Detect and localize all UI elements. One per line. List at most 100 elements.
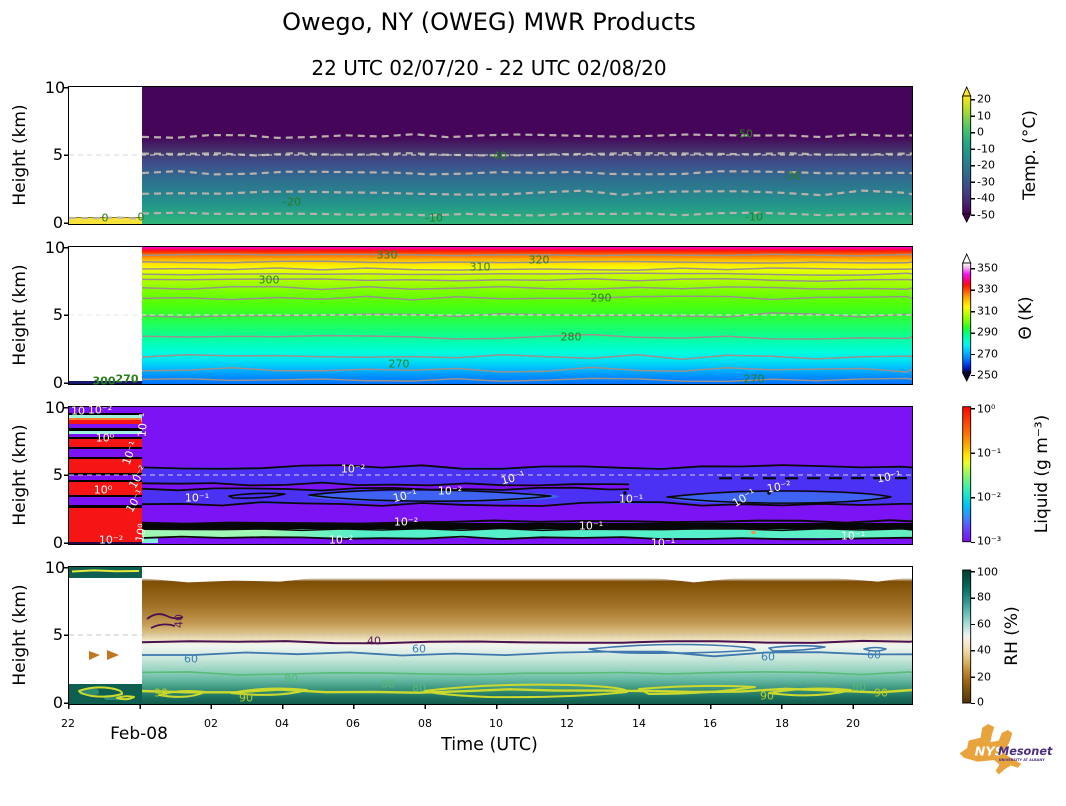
contour-label: 280: [560, 330, 582, 344]
surface-strip: [69, 381, 142, 384]
contour-label: 60: [867, 648, 881, 662]
colorbar-rh: [962, 569, 972, 704]
contour-label: -10: [745, 210, 763, 224]
rh-contours: [69, 567, 912, 701]
x-tick-label: 10: [489, 717, 503, 730]
y-axis-label: Height (km): [10, 264, 30, 366]
contour-label: 60: [761, 650, 775, 664]
colorbar-tick-label: -40: [977, 191, 995, 205]
liquid-black-band: [142, 523, 912, 529]
x-tick-label: 12: [560, 717, 574, 730]
contour-label: 60: [184, 652, 198, 666]
y-tick-label: 0: [52, 693, 64, 712]
logo-name: Mesonet: [998, 745, 1053, 758]
colorbar-theta-labels: 350 330 310 290 270 250: [963, 246, 1053, 386]
y-tick-label: 10: [44, 558, 66, 577]
contour-label: 10⁻¹: [840, 529, 866, 543]
rh-patch: [79, 689, 99, 695]
contour-label: 40: [367, 634, 381, 648]
liquid-contours: [69, 464, 912, 541]
y-tick-label: 10: [44, 78, 66, 97]
y-axis-ticks: [64, 567, 69, 704]
x-axis-label: Time (UTC): [441, 735, 538, 755]
contour-label: 10⁻¹: [650, 536, 676, 550]
contour-label: 10⁻²: [328, 533, 354, 547]
colorbar-tick-label: 10⁰: [977, 402, 996, 416]
y-tick-label: 10: [44, 238, 66, 257]
y-tick-label: 0: [52, 373, 64, 392]
colorbar-liquid-labels: 10⁰ 10⁻¹ 10⁻² 10⁻³: [963, 402, 1053, 547]
y-tick-label: 0: [52, 213, 64, 232]
contour-label: 80: [412, 681, 426, 695]
y-axis-ticks: [64, 407, 69, 544]
colorbar-tick-label: 100: [977, 565, 998, 579]
contour-label: 270: [115, 372, 139, 386]
y-tick-label: 5: [52, 465, 64, 484]
chart-title: Owego, NY (OWEG) MWR Products: [282, 8, 696, 36]
contour-label: 330: [376, 248, 398, 262]
contour-label: 270: [388, 357, 410, 371]
contour-label: 10⁻²: [340, 462, 366, 476]
colorbar-tick-label: 60: [977, 617, 991, 631]
rh-patch: [104, 695, 122, 700]
panel-rh: 10 5 0 40 40 60 60 60 60 80 80 80 80 90 90 90 90 Height…: [10, 560, 913, 711]
contour-label: 290: [590, 291, 612, 305]
temperature-contours: [69, 133, 912, 220]
contour-label: 10⁻²: [437, 484, 463, 498]
contour-label: 10: [71, 404, 85, 418]
rh-top-moist-strip: [69, 567, 142, 578]
contour-label: 80: [852, 680, 866, 694]
colorbar-theta-ticks: [971, 268, 975, 376]
liquid-surface-layer: [142, 529, 912, 538]
x-tick-label: 22: [61, 717, 75, 730]
contour-label: 60: [412, 642, 426, 656]
y-tick-label: 5: [52, 625, 64, 644]
colorbar-tick-label: 290: [977, 325, 998, 339]
colorbar-tick-label: 10⁻¹: [977, 446, 1002, 460]
contour-label: -50: [735, 127, 753, 141]
contour-label: 10⁻¹: [618, 492, 644, 506]
colorbar-tick-label: 0: [977, 695, 984, 709]
x-axis-ticks: [68, 704, 855, 709]
contour-label: 40: [172, 614, 186, 628]
panel-theta: 10 5 0 330 320 310 300 290 280 270 270 300 270 Heig…: [10, 240, 913, 391]
x-tick-label: 18: [775, 717, 789, 730]
contour-label: 90: [874, 686, 888, 700]
contour-label: 310: [469, 260, 491, 274]
colorbar-tick-label: 20: [977, 92, 991, 106]
y-axis-label: Height (km): [10, 584, 30, 686]
colorbar-tick-label: 0: [977, 125, 984, 139]
liquid-core: [309, 491, 559, 502]
colorbar-tick-label: 20: [977, 670, 991, 684]
colorbar-tick-label: 270: [977, 347, 998, 361]
y-tick-label: 0: [52, 533, 64, 552]
x-tick-labels: 22 Feb-08 02 04 06 08 10 12 14 16 18 20: [61, 703, 911, 743]
panel-liquid: 10 5 0 10 10⁻² 10⁰ 10⁰ 10⁻² 10⁻¹ 10⁻¹ 10⁻² 10⁻¹ 10⁰…: [10, 400, 913, 551]
ny-state-shape: [959, 724, 1022, 775]
contour-label: 10⁻²: [87, 403, 113, 417]
x-tick-label: 08: [418, 717, 432, 730]
y-axis-label: Height (km): [10, 424, 30, 526]
contour-label: 270: [743, 372, 765, 386]
contour-label: -40: [489, 149, 507, 163]
logo-subtitle: UNIVERSITY AT ALBANY: [999, 758, 1046, 762]
contour-label: 10⁰: [93, 483, 113, 497]
colorbar-tick-label: -50: [977, 208, 995, 221]
x-tick-label: 14: [632, 717, 646, 730]
contour-label: 90: [760, 689, 774, 703]
contour-label: 10⁻¹: [578, 519, 604, 533]
contour-label: 90: [239, 691, 253, 705]
colorbar-rh-labels: 100 80 60 40 20 0: [963, 565, 1053, 709]
colorbar-tick-label: -30: [977, 175, 995, 188]
contour-label: -10: [425, 211, 443, 225]
contour-label: 10⁻²: [393, 515, 419, 529]
contour-label: 90: [154, 686, 168, 700]
colorbar-tick-label: 310: [977, 304, 998, 318]
contour-label: -20: [283, 195, 301, 209]
contour-label: 10⁰: [132, 522, 150, 544]
colorbar-tick-label: 40: [977, 643, 991, 657]
contour-label: 10⁻¹: [184, 491, 210, 505]
liquid-layer-split: [142, 484, 629, 489]
y-axis-label: Height (km): [10, 104, 30, 206]
y-tick-label: 5: [52, 145, 64, 164]
